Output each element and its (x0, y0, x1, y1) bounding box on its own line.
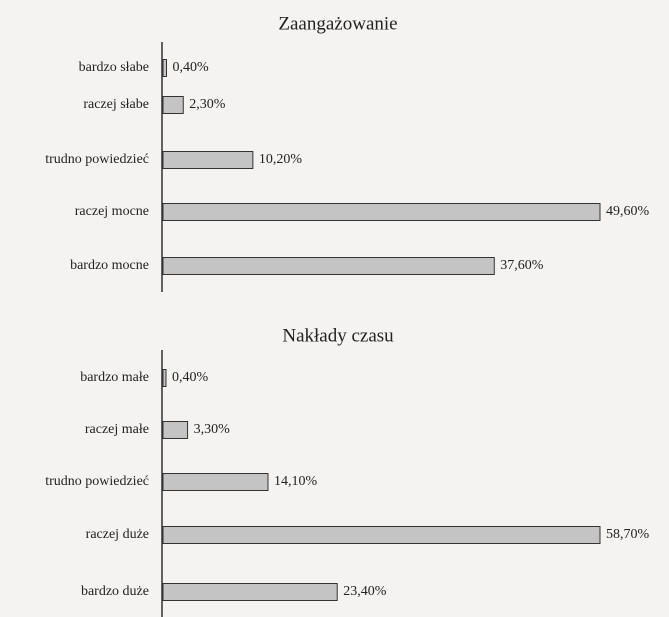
bar (162, 369, 167, 387)
value-label: 49,60% (606, 204, 650, 219)
chart-title: Zaangażowanie (278, 13, 397, 34)
category-label: trudno powiedzieć (45, 152, 149, 167)
value-label: 58,70% (606, 527, 650, 542)
value-label: 23,40% (343, 584, 387, 599)
category-label: trudno powiedzieć (45, 474, 149, 489)
category-label: raczej duże (86, 527, 149, 542)
bar (162, 257, 495, 275)
bar (162, 583, 338, 601)
category-label: bardzo małe (80, 370, 149, 385)
value-label: 0,40% (172, 370, 209, 385)
category-label: raczej słabe (83, 97, 149, 112)
bar (162, 203, 601, 221)
bar (162, 473, 269, 491)
chart-title: Nakłady czasu (282, 325, 394, 346)
value-label: 10,20% (259, 152, 303, 167)
category-label: raczej małe (85, 422, 149, 437)
category-label: raczej mocne (75, 204, 149, 219)
value-label: 37,60% (500, 258, 543, 273)
value-label: 2,30% (189, 97, 226, 112)
bar (162, 526, 601, 544)
category-label: bardzo słabe (79, 60, 149, 75)
value-label: 3,30% (194, 422, 231, 437)
category-label: bardzo mocne (70, 258, 149, 273)
value-label: 0,40% (173, 60, 210, 75)
bar (162, 96, 184, 114)
bar (162, 59, 168, 77)
value-label: 14,10% (274, 474, 318, 489)
bar (162, 421, 189, 439)
bar (162, 151, 254, 169)
category-label: bardzo duże (81, 584, 149, 599)
